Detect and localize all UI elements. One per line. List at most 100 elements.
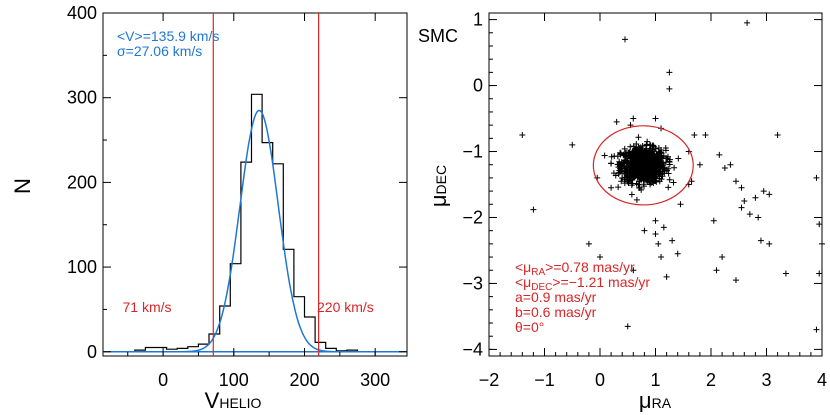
outlier-point	[746, 211, 753, 218]
cluster-point	[626, 170, 633, 177]
cluster-point	[670, 179, 677, 186]
cluster-point	[648, 174, 655, 181]
outlier-point	[677, 201, 684, 208]
y-tick-label: 0	[87, 342, 97, 362]
cluster-point	[650, 158, 657, 165]
outlier-point	[569, 141, 576, 148]
cluster-point	[617, 149, 624, 156]
y-tick-label: 300	[67, 88, 97, 108]
left-y-axis-title: N	[10, 178, 35, 194]
outlier-point	[766, 191, 773, 198]
cluster-point	[653, 178, 660, 185]
velocity-histogram-panel: 0 100 200 300 0 100 200 300 400 N VHELIO <V>=135…	[10, 3, 408, 413]
outlier-point	[741, 197, 748, 204]
cluster-point	[632, 170, 639, 177]
cluster-point	[634, 174, 641, 181]
cluster-point	[625, 149, 632, 156]
right-x-axis-title: μRA	[639, 388, 672, 413]
outlier-point	[774, 132, 781, 139]
y-tick-label: 200	[67, 172, 97, 192]
cluster-point	[633, 196, 640, 203]
x-tick-label: −2	[479, 370, 500, 390]
outlier-point	[732, 178, 739, 185]
outlier-point	[816, 221, 823, 228]
cluster-point	[629, 148, 636, 155]
cluster-point	[644, 152, 651, 159]
cluster-point	[652, 172, 659, 179]
cluster-point	[645, 162, 652, 169]
cluster-point	[661, 167, 668, 174]
selection-ellipse	[592, 125, 694, 206]
cluster-point	[627, 143, 634, 150]
outlier-point	[669, 237, 676, 244]
outlier-point	[652, 115, 659, 122]
outlier-point	[782, 270, 789, 277]
x-tick-label: 100	[219, 370, 249, 390]
outlier-point	[819, 240, 825, 247]
cluster-point	[632, 146, 639, 152]
cluster-point	[638, 186, 645, 193]
cluster-point	[625, 179, 632, 186]
cluster-point	[607, 160, 614, 167]
cluster-point	[615, 184, 622, 191]
ellipse-a-annotation: a=0.9 mas/yr	[515, 289, 597, 305]
outlier-point	[744, 19, 751, 26]
cluster-point	[601, 152, 608, 159]
outlier-point	[727, 161, 734, 168]
cluster-point	[616, 158, 623, 165]
cluster-point	[649, 153, 656, 160]
left-plot-content	[103, 13, 407, 356]
left-x-axis-title: VHELIO	[205, 388, 262, 413]
cluster-point	[624, 158, 631, 165]
cluster-point	[646, 169, 653, 176]
outlier-point	[658, 254, 665, 261]
outlier-point	[719, 254, 726, 261]
cluster-point	[629, 180, 636, 187]
x-tick-label: 4	[817, 370, 827, 390]
cluster-point	[635, 181, 642, 188]
outlier-point	[813, 174, 820, 181]
right-plot-content	[519, 19, 825, 333]
cluster-point	[612, 172, 619, 179]
outlier-point	[766, 240, 773, 247]
cluster-point	[646, 168, 653, 175]
y-tick-label: 1	[473, 10, 483, 30]
x-tick-label: 3	[761, 370, 771, 390]
x-tick-label: −1	[534, 370, 555, 390]
cluster-point	[675, 155, 682, 162]
y-tick-label: −3	[462, 273, 483, 293]
x-tick-label: 300	[360, 370, 390, 390]
outlier-point	[621, 36, 628, 43]
outlier-point	[641, 227, 648, 234]
right-axis-ticks: −2 −1 0 1 2 3 4 −4 −3 −2 −1 0 1	[462, 10, 827, 390]
proper-motion-annotations: <μRA>=0.78 mas/yr <μDEC>=−1.21 mas/yr a=…	[515, 259, 650, 335]
left-plot-frame	[102, 12, 408, 357]
outlier-point	[674, 250, 681, 257]
proper-motion-panel: −2 −1 0 1 2 3 4 −4 −3 −2 −1 0 1 SMC μDEC μRA <μRA>=0…	[418, 10, 827, 413]
outlier-point	[652, 230, 659, 237]
cluster-point	[634, 164, 641, 171]
outlier-point	[597, 254, 603, 261]
cluster-point	[639, 146, 646, 153]
cluster-point	[655, 150, 662, 157]
outlier-point	[696, 161, 703, 168]
outlier-point	[652, 217, 659, 224]
x-tick-label: 0	[158, 370, 168, 390]
cluster-point	[662, 144, 669, 151]
cluster-point	[643, 158, 650, 165]
outlier-point	[663, 273, 670, 280]
outlier-point	[624, 323, 631, 330]
cluster-point	[660, 152, 667, 159]
x-tick-label: 0	[595, 370, 605, 390]
y-tick-label: −2	[462, 207, 483, 227]
cluster-point	[621, 145, 628, 152]
outlier-point	[738, 204, 745, 211]
ellipse-theta-annotation: θ=0°	[515, 319, 544, 335]
cluster-point	[666, 176, 673, 183]
mean-velocity-annotation: <V>=135.9 km/s	[117, 28, 219, 44]
outlier-point	[608, 184, 615, 191]
galaxy-label: SMC	[418, 26, 458, 46]
cluster-point	[649, 176, 656, 183]
cluster-point	[665, 184, 672, 191]
cluster-point	[616, 167, 623, 174]
